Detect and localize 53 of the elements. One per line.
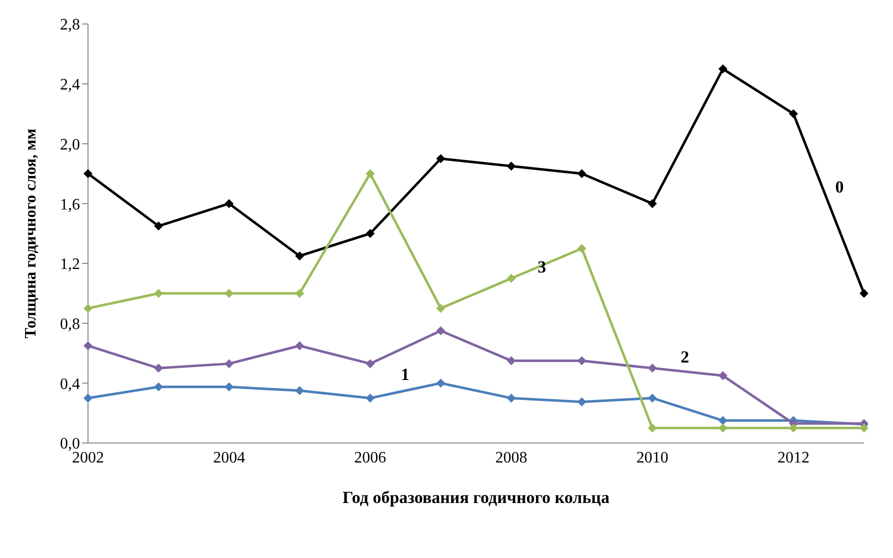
y-tick-label: 0,4: [60, 376, 80, 393]
y-axis-title: Толщина годичного слоя, мм: [22, 128, 40, 338]
point: [860, 288, 868, 298]
point: [224, 199, 234, 208]
series-label: 2: [680, 348, 690, 367]
x-axis-title: Год образования годичного кольца: [342, 488, 610, 507]
point: [577, 397, 586, 406]
y-tick-label: 2,4: [60, 76, 80, 94]
point: [648, 424, 657, 433]
series-label: 0: [835, 178, 844, 197]
x-tick-label: 2008: [495, 449, 528, 466]
point: [84, 169, 92, 178]
point: [718, 64, 728, 74]
point: [295, 251, 304, 260]
point: [506, 394, 516, 403]
point: [436, 326, 446, 336]
point: [436, 154, 446, 164]
y-tick-label: 1,6: [60, 196, 80, 214]
y-tick-label: 2,8: [60, 16, 80, 34]
x-tick-label: 2012: [777, 449, 810, 466]
point: [154, 222, 164, 231]
point: [224, 382, 234, 392]
point: [295, 386, 304, 396]
point: [648, 199, 657, 208]
point: [648, 364, 657, 373]
point: [718, 416, 728, 426]
point: [84, 341, 92, 350]
y-tick-label: 2,0: [60, 136, 80, 154]
x-tick-label: 2006: [354, 449, 386, 466]
point: [366, 359, 375, 368]
point: [577, 244, 586, 253]
point: [224, 359, 234, 368]
series-label: 1: [400, 365, 410, 384]
point: [366, 229, 375, 238]
y-tick-label: 1,2: [60, 256, 80, 274]
point: [84, 394, 92, 403]
point: [436, 304, 446, 313]
point: [295, 288, 304, 298]
point: [506, 274, 516, 283]
point: [84, 304, 92, 313]
point: [718, 371, 728, 380]
point: [577, 169, 586, 178]
point: [648, 394, 657, 403]
y-tick-label: 0,8: [60, 316, 80, 333]
point: [788, 109, 798, 118]
x-tick-label: 2004: [213, 449, 246, 466]
point: [366, 169, 375, 178]
point: [295, 341, 304, 350]
point: [506, 162, 516, 171]
x-tick-label: 2010: [636, 449, 668, 466]
point: [860, 424, 868, 433]
point: [436, 378, 446, 388]
point: [366, 394, 375, 403]
